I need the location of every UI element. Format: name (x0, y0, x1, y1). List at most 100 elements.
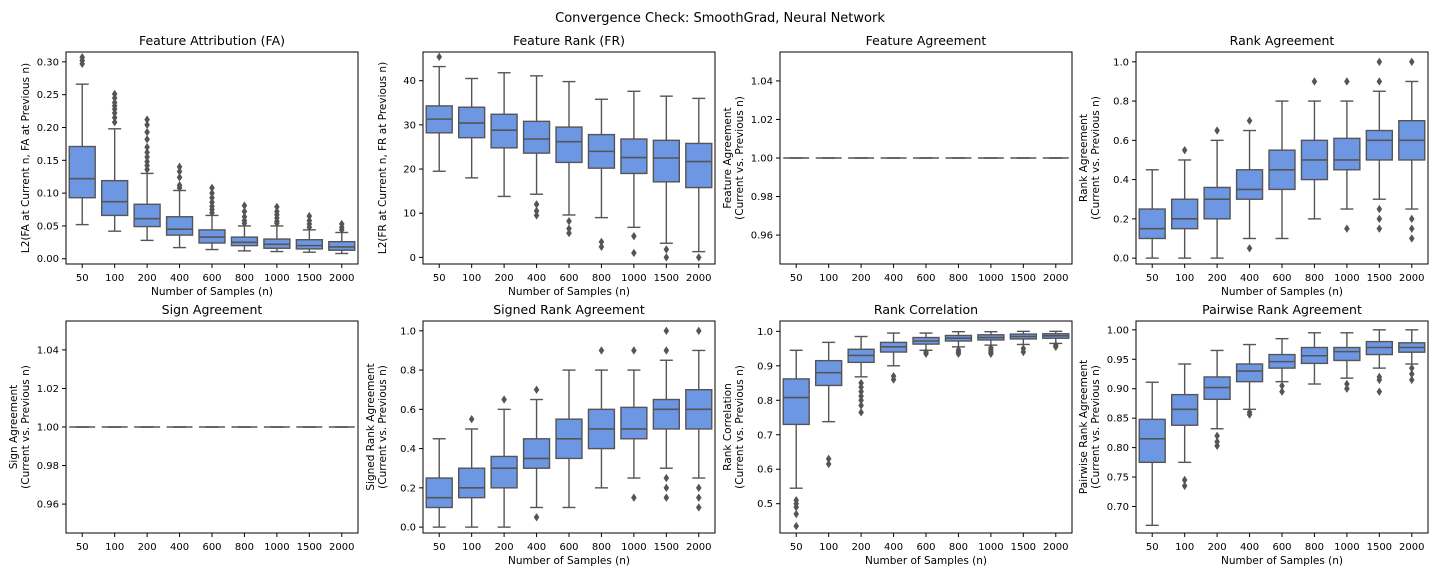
x-tick-label: 2000 (686, 542, 711, 553)
y-tick-label: 0.85 (1107, 414, 1129, 425)
outlier-point (1376, 77, 1383, 86)
y-axis-label-line: Rank Correlation (722, 383, 734, 470)
y-tick-label: 0.75 (1107, 473, 1129, 484)
x-tick-label: 100 (1175, 542, 1194, 553)
y-tick-label: 0.0 (400, 523, 416, 534)
y-tick-label: 1.00 (37, 423, 59, 434)
outlier-point (663, 473, 670, 483)
x-tick-label: 600 (916, 542, 935, 553)
x-tick-label: 800 (949, 273, 968, 284)
box-iqr (1203, 186, 1231, 220)
outlier-point (533, 513, 540, 522)
y-tick-label: 0.98 (751, 192, 773, 203)
y-tick-label: 1.0 (400, 326, 416, 337)
y-tick-label: 1.02 (37, 384, 59, 395)
outlier-point (144, 157, 150, 166)
outlier-point (338, 219, 345, 229)
outlier-point (111, 118, 118, 127)
outlier-point (176, 173, 183, 182)
outlier-point (144, 152, 150, 162)
outlier-point (695, 493, 702, 502)
x-tick-label: 100 (819, 273, 838, 284)
outlier-point (1376, 224, 1383, 233)
box-iqr (1235, 363, 1264, 383)
box-50 (782, 349, 810, 531)
outlier-point (1344, 77, 1350, 86)
x-tick-label: 200 (495, 542, 514, 553)
box-1000 (620, 90, 648, 258)
outlier-point (988, 343, 994, 353)
outlier-point (111, 98, 118, 107)
y-tick-label: 0.6 (757, 465, 773, 476)
outlier-point (695, 503, 702, 512)
x-axis-label: Number of Samples (n) (1221, 286, 1343, 298)
outlier-point (436, 52, 443, 62)
x-tick-label: 600 (916, 273, 935, 284)
subplot-1: 0.00 0.05 0.10 0.15 0.20 0.25 0.30 50 100 200 400 6… (20, 33, 359, 298)
x-tick-label: 50 (76, 542, 89, 553)
outlier-point (533, 385, 540, 394)
box-200 (133, 115, 161, 242)
box-100 (100, 89, 129, 232)
box-iqr (133, 203, 161, 228)
outlier-point (598, 346, 605, 355)
y-tick-label: 0.0 (1113, 254, 1129, 265)
outlier-point (1376, 387, 1383, 396)
outlier-point (1408, 214, 1415, 224)
box-400 (1235, 343, 1264, 419)
box-1000 (263, 202, 291, 253)
subplot-2: 0 10 20 30 40 50 100 200 400 600 800 1000 1500 2000 Fe… (377, 33, 716, 298)
x-tick-label: 1000 (978, 273, 1003, 284)
x-axis-label: Number of Samples (n) (1221, 555, 1343, 567)
x-tick-label: 600 (559, 273, 578, 284)
x-tick-label: 800 (235, 273, 254, 284)
outlier-point (598, 242, 605, 251)
y-axis-label-line: (Current vs. Previous n) (20, 365, 32, 489)
outlier-point (1344, 224, 1350, 233)
y-tick-label: 1.04 (37, 345, 59, 356)
box-1000 (620, 346, 648, 502)
box-100 (1170, 363, 1199, 491)
box-400 (522, 385, 551, 522)
x-tick-label: 200 (852, 542, 871, 553)
x-tick-label: 1000 (1334, 542, 1359, 553)
x-tick-label: 1500 (1367, 542, 1392, 553)
outlier-point (1214, 126, 1220, 135)
box-iqr (652, 398, 681, 430)
outlier-point (890, 371, 897, 381)
y-tick-label: 0.8 (757, 396, 773, 407)
x-tick-label: 400 (170, 273, 189, 284)
subplot-title: Feature Attribution (FA) (139, 33, 285, 48)
outlier-point (858, 387, 864, 396)
outlier-point (1311, 77, 1318, 86)
box-50 (425, 52, 453, 172)
box-1500 (1009, 330, 1038, 357)
box-600 (1268, 337, 1296, 396)
box-200 (490, 395, 518, 528)
y-tick-label: 1.02 (751, 115, 773, 126)
x-axis-label: Number of Samples (n) (865, 555, 987, 567)
y-tick-label: 0.5 (757, 499, 773, 510)
x-tick-label: 400 (884, 542, 903, 553)
outlier-point (144, 115, 150, 124)
outlier-point (79, 53, 86, 62)
outlier-point (111, 113, 118, 122)
y-axis-label-line: (Current vs. Previous n) (1090, 96, 1102, 220)
subplot-title: Rank Correlation (874, 302, 978, 317)
y-tick-label: 1.00 (751, 154, 773, 165)
x-tick-label: 50 (790, 542, 803, 553)
outlier-point (209, 193, 215, 202)
outlier-point (1181, 145, 1188, 155)
x-tick-label: 100 (462, 542, 481, 553)
outlier-point (858, 378, 864, 388)
y-tick-label: 40 (403, 76, 416, 87)
y-tick-label: 0.6 (400, 405, 416, 416)
box-400 (522, 75, 551, 220)
box-100 (1170, 145, 1199, 259)
outlier-point (825, 454, 832, 464)
subplot-6: 0.0 0.2 0.4 0.6 0.8 1.0 50 100 200 400 600 800 1000 1… (365, 302, 716, 567)
x-tick-label: 50 (1146, 273, 1159, 284)
box-iqr (620, 138, 648, 175)
outlier-point (566, 224, 572, 233)
x-tick-label: 400 (170, 542, 189, 553)
